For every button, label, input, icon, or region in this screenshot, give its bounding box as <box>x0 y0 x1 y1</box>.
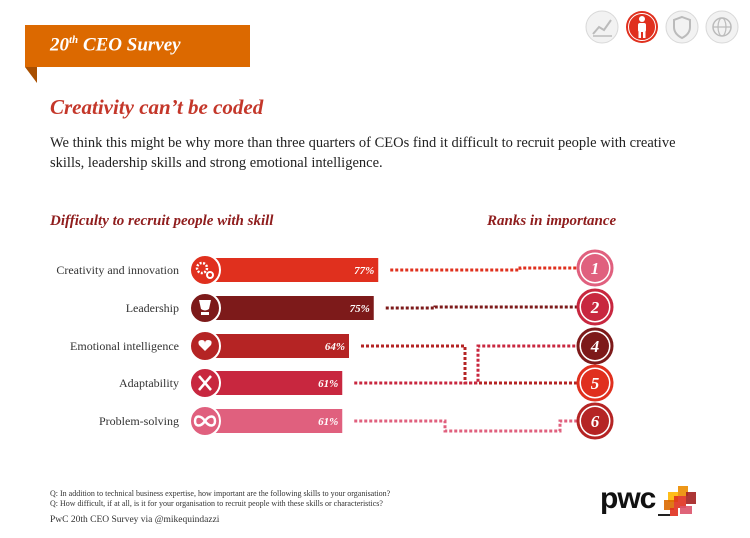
shield-icon[interactable] <box>665 10 699 44</box>
rank-label-2: 2 <box>590 298 600 317</box>
difficulty-rank-chart: Creativity and innovation 77% Leadership 75… <box>56 249 614 440</box>
trophy-icon-glyph <box>199 300 211 315</box>
value-label-1: 77% <box>354 265 374 277</box>
banner-ordinal: th <box>69 34 79 46</box>
banner-number: 20 <box>50 34 69 56</box>
screwdriver-shape <box>198 375 212 391</box>
intro-text: We think this might be why more than thr… <box>50 135 676 171</box>
banner-label: CEO Survey <box>78 34 181 56</box>
connector-2 <box>385 305 579 310</box>
gear-large <box>195 261 209 275</box>
survey-banner <box>25 25 250 67</box>
bar-1 <box>215 258 379 282</box>
infinity-shape <box>193 415 217 427</box>
rank-circle-fill-2 <box>581 293 609 321</box>
connector-1 <box>390 266 579 272</box>
value-label-4: 61% <box>318 378 338 390</box>
pwc-logo-block <box>664 500 674 510</box>
pwc-logo-block <box>668 492 678 502</box>
gears-icon-glyph <box>195 261 214 279</box>
pwc-logo-block <box>686 492 696 504</box>
category-label-1: Creativity and innovation <box>56 263 179 277</box>
pwc-logo-block <box>674 496 686 508</box>
rank-circle-fill-4 <box>581 332 609 360</box>
pwc-logo-block <box>670 508 678 516</box>
trophy-cup <box>199 300 211 311</box>
page-title: Creativity can’t be coded <box>50 95 264 119</box>
heart-shape <box>198 340 212 351</box>
rank-circle-fill-1 <box>581 254 609 282</box>
rank-label-6: 6 <box>591 412 600 431</box>
footnote-2: Q: How difficult, if at all, is it for y… <box>50 499 383 508</box>
connector-5 <box>354 419 579 433</box>
trophy-base <box>201 312 209 315</box>
pwc-logo-text: pwc <box>600 482 656 515</box>
bar-3 <box>215 334 349 358</box>
category-label-4: Adaptability <box>119 376 179 390</box>
value-label-2: 75% <box>350 303 370 315</box>
value-label-5: 61% <box>318 416 338 428</box>
heart-hands-icon-glyph <box>198 340 212 351</box>
globe-icon[interactable] <box>705 10 739 44</box>
bar-5 <box>215 409 343 433</box>
value-label-3: 64% <box>325 341 345 353</box>
survey-banner-title: 20th CEO Survey <box>50 34 181 56</box>
rank-label-4: 4 <box>590 337 600 356</box>
gear-small <box>206 271 214 279</box>
pwc-logo: pwc <box>600 478 710 523</box>
gears-icon <box>189 254 221 286</box>
category-label-5: Problem-solving <box>99 414 179 428</box>
category-label-2: Leadership <box>126 301 179 315</box>
connector-4 <box>354 344 579 385</box>
tools-icon-glyph <box>198 375 212 391</box>
rank-label-1: 1 <box>591 259 600 278</box>
person-icon[interactable] <box>625 10 659 44</box>
banner-fold <box>25 67 37 83</box>
footnote-1: Q: In addition to technical business exp… <box>50 489 391 498</box>
pwc-logo-block <box>680 506 692 514</box>
rank-circle-fill-6 <box>581 407 609 435</box>
category-label-3: Emotional intelligence <box>70 339 179 353</box>
bar-4 <box>215 371 343 395</box>
rank-heading: Ranks in importance <box>487 213 617 229</box>
rank-label-5: 5 <box>591 374 600 393</box>
difficulty-heading: Difficulty to recruit people with skill <box>50 213 274 229</box>
infinity-icon-glyph <box>193 415 217 427</box>
credit-line: PwC 20th CEO Survey via @mikequindazzi <box>50 515 220 525</box>
pwc-logo-block <box>678 486 688 496</box>
connector-3 <box>361 344 579 385</box>
rank-circle-fill-5 <box>581 369 609 397</box>
pwc-logo-underline <box>658 514 670 516</box>
growth-chart-icon[interactable] <box>585 10 619 44</box>
bar-2 <box>215 296 374 320</box>
